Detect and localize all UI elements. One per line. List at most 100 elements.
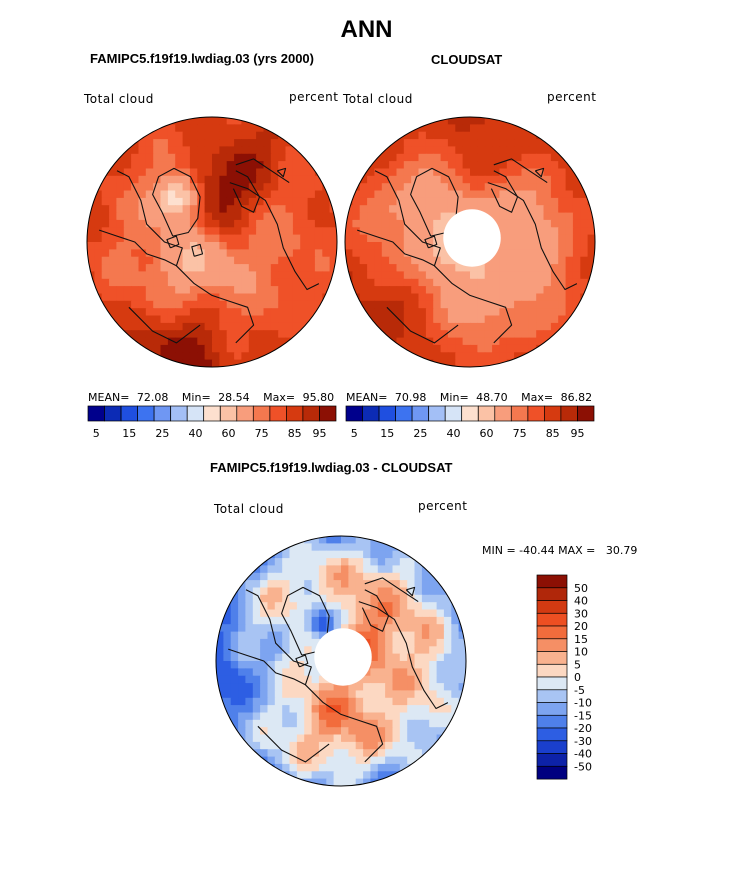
map-cell <box>429 683 438 692</box>
map-cell <box>300 197 309 206</box>
map-cell <box>101 286 110 295</box>
map-cell <box>260 572 269 581</box>
map-cell <box>260 616 269 625</box>
map-cell <box>514 146 523 155</box>
map-cell <box>109 175 118 184</box>
map-cell <box>153 139 162 148</box>
map-cell <box>377 668 386 677</box>
map-cell <box>131 234 140 243</box>
map-cell <box>278 286 287 295</box>
map-cell <box>411 271 420 280</box>
map-cell <box>241 337 250 346</box>
map-cell <box>238 609 247 618</box>
map-cell <box>270 242 279 250</box>
map-cell <box>282 675 291 684</box>
map-cell <box>263 344 272 353</box>
map-cell <box>550 153 559 162</box>
map-cell <box>234 227 243 236</box>
map-cell <box>282 624 291 633</box>
map-cell <box>197 359 206 367</box>
map-cell <box>318 734 327 743</box>
map-cell <box>226 352 235 361</box>
map-cell <box>289 616 298 625</box>
map-cell <box>425 161 434 170</box>
map-cell <box>443 602 452 611</box>
map-cell <box>429 609 438 618</box>
colorbar-tick-label: 95 <box>313 427 327 440</box>
map-cell <box>389 234 398 243</box>
map-cell <box>407 675 416 684</box>
map-cell <box>248 337 257 346</box>
coastline <box>361 589 390 632</box>
map-cell <box>248 219 257 228</box>
map-cell <box>175 308 184 317</box>
map-cell <box>392 587 401 596</box>
map-cell <box>318 719 327 728</box>
map-cell <box>304 756 313 765</box>
map-cell <box>167 337 176 346</box>
map-cell <box>370 646 379 655</box>
map-cell <box>326 565 335 574</box>
map-cell <box>204 205 213 214</box>
map-cell <box>543 286 552 295</box>
map-cell <box>153 131 162 140</box>
map-cell <box>447 300 456 309</box>
map-cell <box>307 197 316 206</box>
map-cell <box>363 763 372 772</box>
map-cell <box>182 264 191 273</box>
map-cell <box>341 756 349 765</box>
map-cell <box>528 264 537 273</box>
map-cell <box>278 197 287 206</box>
map-cell <box>296 624 305 633</box>
map-cell <box>333 690 342 699</box>
map-cell <box>109 249 118 258</box>
map-cell <box>212 352 220 361</box>
map-cell <box>499 190 508 199</box>
map-cell <box>289 558 298 567</box>
map-cell <box>447 308 456 317</box>
map-cell <box>370 756 379 765</box>
map-cell <box>145 256 154 265</box>
map-cell <box>216 661 224 669</box>
map-cell <box>407 602 416 611</box>
map-cell <box>219 146 228 155</box>
map-cell <box>399 734 408 743</box>
map-cell <box>219 212 228 221</box>
map-cell <box>219 242 228 250</box>
map-cell <box>182 286 191 295</box>
map-cell <box>219 352 228 361</box>
map-cell <box>318 763 327 772</box>
map-cell <box>514 264 523 273</box>
map-cell <box>278 271 287 280</box>
map-cell <box>282 727 291 736</box>
map-cell <box>296 616 305 625</box>
map-cell <box>245 749 254 758</box>
map-cell <box>418 175 427 184</box>
map-cell <box>399 763 408 772</box>
colorbar-tick-label: -30 <box>574 735 592 748</box>
map-cell <box>145 153 154 162</box>
map-cell <box>352 175 361 184</box>
map-cell <box>348 550 357 559</box>
map-cell <box>296 638 305 647</box>
diff-left-label: Total cloud <box>214 502 284 516</box>
map-cell <box>514 337 523 346</box>
map-cell <box>572 227 581 236</box>
map-cell <box>528 315 537 324</box>
map-cell <box>536 234 545 243</box>
map-cell <box>414 763 423 772</box>
map-cell <box>572 308 581 317</box>
map-cell <box>352 278 361 287</box>
map-cell <box>370 653 379 662</box>
map-cell <box>248 308 257 317</box>
map-cell <box>451 631 460 640</box>
map-cell <box>138 146 147 155</box>
map-cell <box>326 558 335 567</box>
colorbar-tick-label: 5 <box>574 658 581 671</box>
map-cell <box>267 543 276 552</box>
map-cell <box>212 175 220 184</box>
map-cell <box>458 646 466 655</box>
map-cell <box>230 675 239 684</box>
map-cell <box>392 638 401 647</box>
